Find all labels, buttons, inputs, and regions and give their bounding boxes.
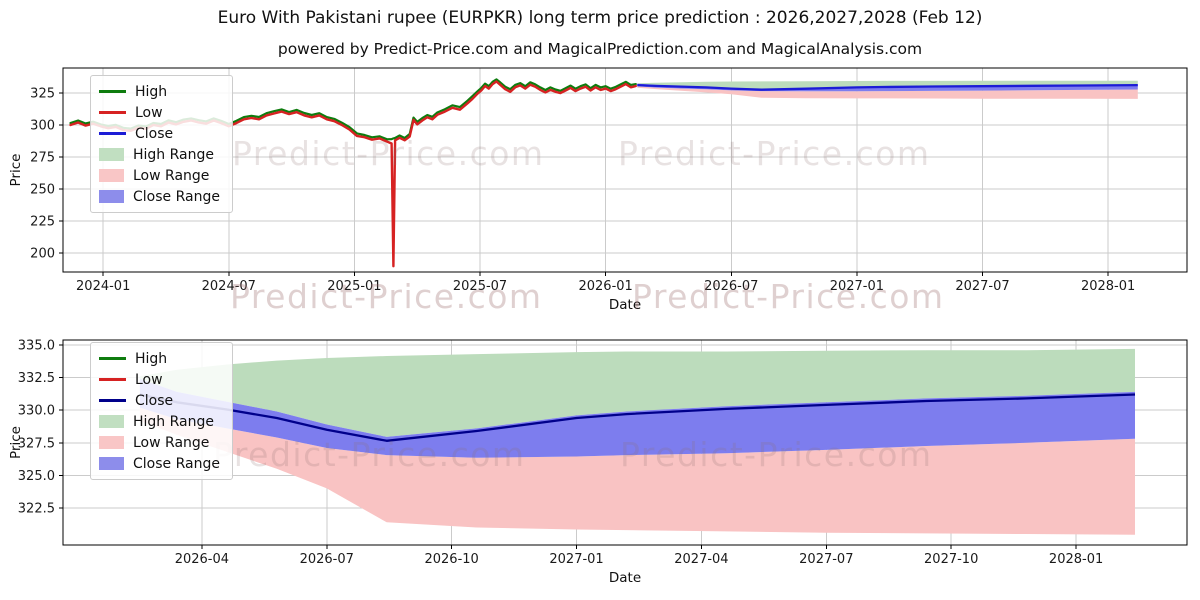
legend-label: Low Range	[133, 167, 210, 184]
legend-line-swatch	[99, 399, 126, 402]
x-axis-label: Date	[609, 297, 641, 313]
legend-item-low: Low	[99, 369, 220, 390]
legend-patch-swatch	[99, 169, 124, 182]
y-axis-label: Price	[8, 154, 24, 187]
low-range-band	[637, 86, 1138, 99]
legend-bottom-chart: High Low Close High Range Low Range Close Ran…	[90, 342, 233, 480]
x-tick-label: 2026-10	[424, 552, 478, 567]
x-axis-label: Date	[609, 570, 641, 586]
x-tick-label: 2026-01	[578, 279, 632, 294]
y-tick-label: 322.5	[18, 501, 55, 516]
legend-item-low-range: Low Range	[99, 432, 220, 453]
x-tick-label: 2027-04	[674, 552, 728, 567]
y-tick-label: 335.0	[18, 338, 55, 353]
legend-label: Close	[135, 125, 174, 142]
x-tick-label: 2025-07	[453, 279, 507, 294]
y-tick-label: 225	[30, 214, 55, 229]
figure-subtitle: powered by Predict-Price.com and Magical…	[277, 40, 923, 58]
close-line	[139, 393, 1136, 442]
legend-item-close: Close	[99, 390, 220, 411]
y-tick-label: 325	[30, 87, 55, 102]
y-tick-label: 325.0	[18, 469, 55, 484]
legend-label: Low	[135, 104, 163, 121]
legend-label: High Range	[133, 413, 214, 430]
y-tick-label: 327.5	[18, 436, 55, 451]
x-tick-label: 2027-07	[799, 552, 853, 567]
x-tick-label: 2028-01	[1049, 552, 1103, 567]
x-tick-label: 2027-10	[924, 552, 978, 567]
legend-label: High Range	[133, 146, 214, 163]
legend-label: High	[135, 350, 168, 367]
high-range-band	[139, 348, 1135, 437]
x-tick-label: 2027-01	[830, 279, 884, 294]
legend-patch-swatch	[99, 457, 124, 470]
x-tick-label: 2024-01	[76, 279, 130, 294]
legend-item-close: Close	[99, 123, 220, 144]
high-range-band	[637, 80, 1138, 90]
legend-label: Close Range	[133, 455, 220, 472]
x-tick-label: 2027-01	[549, 552, 603, 567]
legend-line-swatch	[99, 378, 126, 381]
legend-label: High	[135, 83, 168, 100]
legend-patch-swatch	[99, 436, 124, 449]
y-tick-label: 332.5	[18, 371, 55, 386]
y-tick-label: 200	[30, 246, 55, 261]
x-tick-label: 2027-07	[955, 279, 1009, 294]
figure-title: Euro With Pakistani rupee (EURPKR) long …	[217, 8, 983, 28]
legend-patch-swatch	[99, 190, 124, 203]
close-range-band	[139, 378, 1135, 458]
legend-patch-swatch	[99, 148, 124, 161]
y-tick-label: 330.0	[18, 404, 55, 419]
legend-line-swatch	[99, 357, 126, 360]
axes-spines	[62, 67, 1188, 273]
x-tick-label: 2028-01	[1081, 279, 1135, 294]
x-tick-label: 2026-07	[300, 552, 354, 567]
legend-item-low-range: Low Range	[99, 165, 220, 186]
y-axis-label: Price	[8, 426, 24, 459]
x-tick-label: 2024-07	[202, 279, 256, 294]
y-tick-label: 250	[30, 182, 55, 197]
legend-item-high-range: High Range	[99, 411, 220, 432]
legend-label: Low Range	[133, 434, 210, 451]
legend-item-low: Low	[99, 102, 220, 123]
legend-line-swatch	[99, 132, 126, 135]
legend-line-swatch	[99, 111, 126, 114]
legend-item-close-range: Close Range	[99, 453, 220, 474]
legend-item-close-range: Close Range	[99, 186, 220, 207]
x-tick-label: 2026-07	[704, 279, 758, 294]
legend-patch-swatch	[99, 415, 124, 428]
legend-item-high: High	[99, 348, 220, 369]
y-tick-label: 275	[30, 150, 55, 165]
legend-line-swatch	[99, 90, 126, 93]
y-tick-label: 300	[30, 119, 55, 134]
x-tick-label: 2026-04	[175, 552, 229, 567]
legend-item-high: High	[99, 81, 220, 102]
x-tick-label: 2025-01	[327, 279, 381, 294]
legend-item-high-range: High Range	[99, 144, 220, 165]
close-line	[637, 83, 1138, 91]
legend-label: Low	[135, 371, 163, 388]
low-range-band	[139, 407, 1135, 535]
legend-top-chart: High Low Close High Range Low Range Close Ran…	[90, 75, 233, 213]
legend-label: Close Range	[133, 188, 220, 205]
legend-label: Close	[135, 392, 174, 409]
